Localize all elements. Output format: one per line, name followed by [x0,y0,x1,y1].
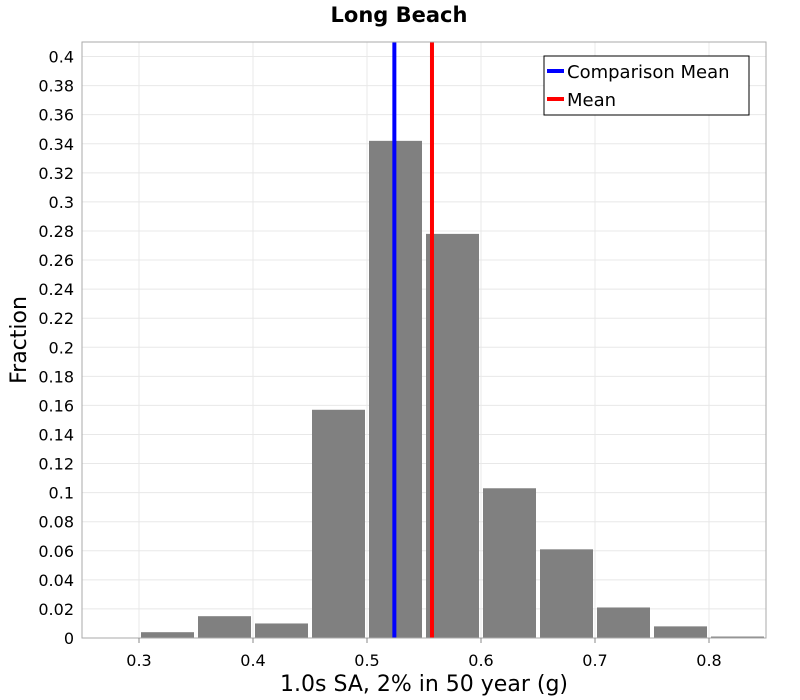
y-tick-label: 0.2 [49,338,74,357]
x-tick-label: 0.7 [582,651,607,670]
x-tick-label: 0.5 [354,651,379,670]
x-tick-label: 0.8 [696,651,721,670]
histogram-bar [255,623,308,638]
histogram-bar [141,632,194,638]
x-tick-label: 0.3 [126,651,151,670]
y-axis-label: Fraction [7,296,32,384]
reference-lines [392,42,434,638]
y-tick-label: 0.38 [38,77,74,96]
y-tick-label: 0.02 [38,600,74,619]
histogram-bar [540,549,593,638]
histogram-bar [483,488,536,638]
y-tick-label: 0.32 [38,164,74,183]
plot-area-border [81,41,767,639]
histogram-bar [426,233,479,638]
x-tick-label: 0.6 [468,651,493,670]
y-tick-label: 0 [64,629,74,648]
y-tick-label: 0.06 [38,542,74,561]
histogram-bar [711,636,764,638]
histogram-bar [654,626,707,638]
chart-title: Long Beach [331,3,468,27]
y-axis-ticks: 0 0.02 0.04 0.06 0.08 0.1 0.12 0.14 0.16 0.18 0.2 0… [38,48,74,648]
y-tick-label: 0.24 [38,280,74,299]
y-tick-label: 0.3 [49,193,74,212]
histogram-bar [198,616,251,638]
x-tick-label: 0.4 [240,651,265,670]
y-tick-label: 0.14 [38,425,74,444]
grid [82,42,766,639]
y-tick-label: 0.16 [38,396,74,415]
y-tick-label: 0.08 [38,513,74,532]
y-tick-label: 0.22 [38,309,74,328]
y-tick-label: 0.34 [38,135,74,154]
legend-label-mean: Mean [567,90,616,111]
y-tick-label: 0.18 [38,367,74,386]
legend-box [543,55,750,116]
histogram-bars [141,140,764,638]
x-axis-label: 1.0s SA, 2% in 50 year (g) [280,672,568,697]
y-tick-label: 0.4 [49,48,74,67]
histogram-bar [312,409,365,638]
legend-label-comparison-mean: Comparison Mean [567,62,730,83]
y-tick-label: 0.1 [49,484,74,503]
y-tick-label: 0.36 [38,106,74,125]
histogram-bar [597,607,650,638]
legend: Comparison Mean Mean [543,55,750,116]
y-tick-label: 0.26 [38,251,74,270]
y-tick-label: 0.04 [38,571,74,590]
y-tick-label: 0.28 [38,222,74,241]
x-axis-ticks: 0.3 0.4 0.5 0.6 0.7 0.8 [126,638,722,670]
y-tick-label: 0.12 [38,455,74,474]
